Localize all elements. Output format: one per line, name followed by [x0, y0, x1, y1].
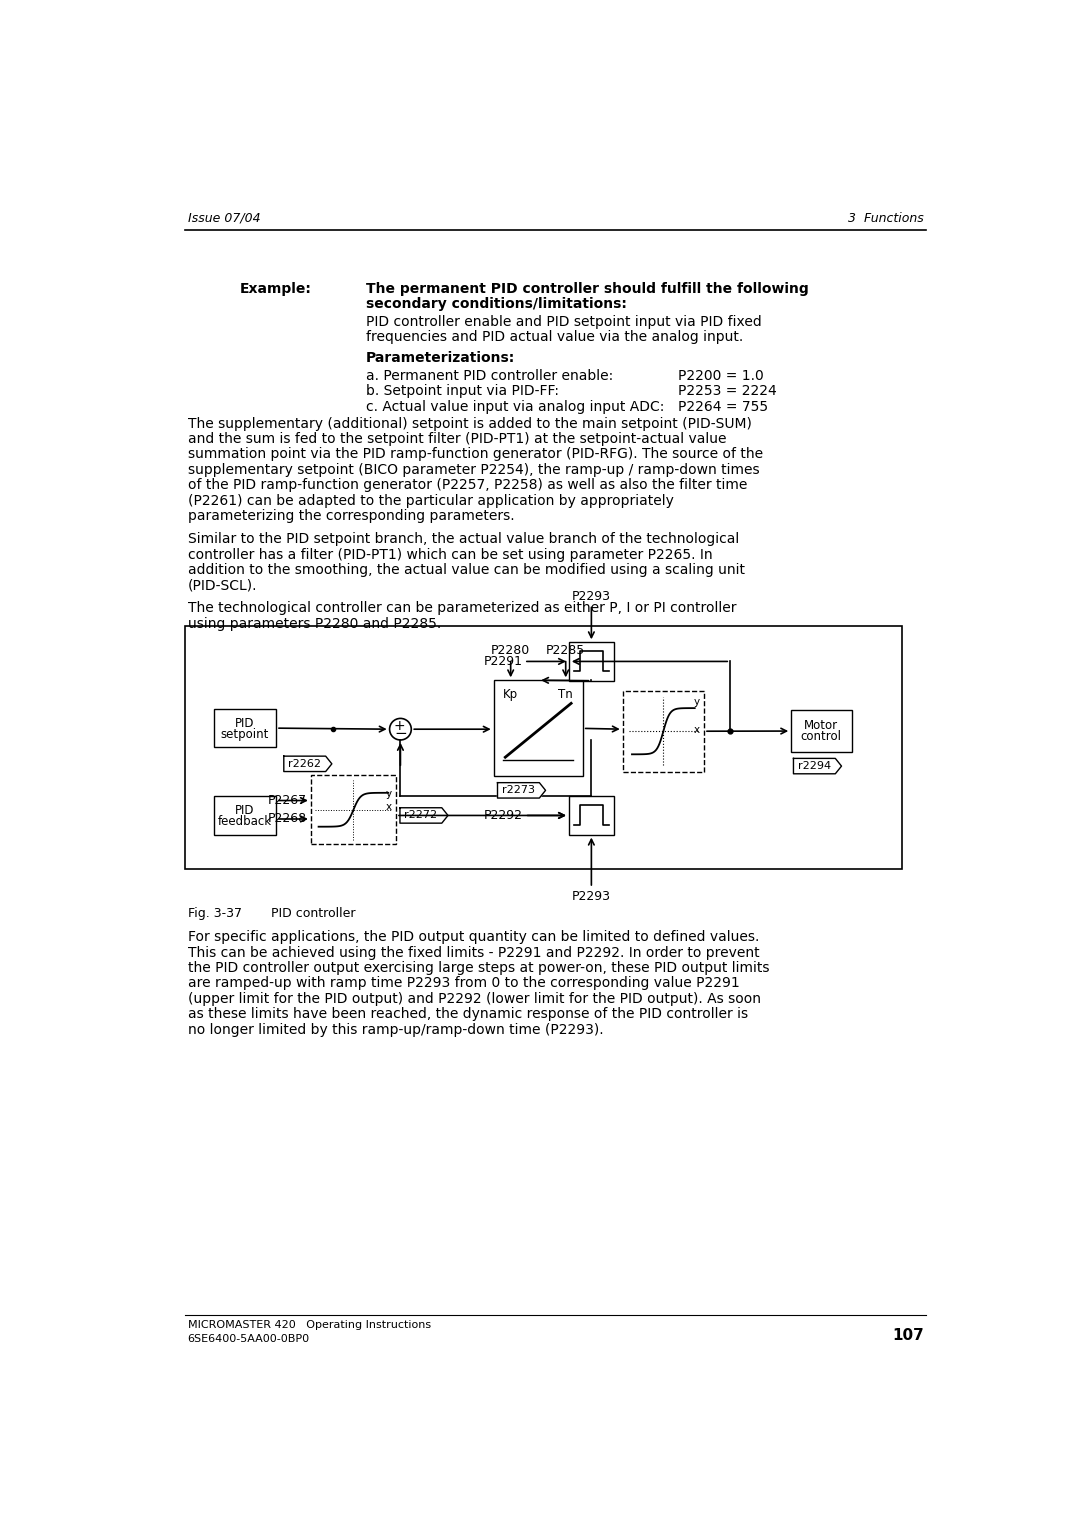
FancyBboxPatch shape [311, 775, 396, 845]
Polygon shape [400, 808, 448, 824]
Text: P2200 = 1.0: P2200 = 1.0 [677, 368, 764, 384]
Text: This can be achieved using the fixed limits - P2291 and P2292. In order to preve: This can be achieved using the fixed lim… [188, 946, 759, 960]
Text: (PID-SCL).: (PID-SCL). [188, 579, 257, 593]
Text: b. Setpoint input via PID-FF:: b. Setpoint input via PID-FF: [366, 385, 559, 399]
Text: (upper limit for the PID output) and P2292 (lower limit for the PID output). As : (upper limit for the PID output) and P22… [188, 992, 760, 1005]
Text: secondary conditions/limitations:: secondary conditions/limitations: [366, 298, 626, 312]
Text: (P2261) can be adapted to the particular application by appropriately: (P2261) can be adapted to the particular… [188, 494, 674, 507]
Text: addition to the smoothing, the actual value can be modified using a scaling unit: addition to the smoothing, the actual va… [188, 562, 745, 578]
Text: r2273: r2273 [502, 785, 535, 796]
FancyBboxPatch shape [569, 796, 613, 834]
Text: Parameterizations:: Parameterizations: [366, 351, 515, 365]
Text: PID controller enable and PID setpoint input via PID fixed: PID controller enable and PID setpoint i… [366, 315, 761, 329]
Text: feedback: feedback [218, 814, 272, 828]
Text: y: y [694, 697, 700, 707]
FancyBboxPatch shape [569, 642, 613, 680]
Text: no longer limited by this ramp-up/ramp-down time (P2293).: no longer limited by this ramp-up/ramp-d… [188, 1022, 604, 1036]
FancyBboxPatch shape [214, 796, 276, 834]
Text: are ramped-up with ramp time P2293 from 0 to the corresponding value P2291: are ramped-up with ramp time P2293 from … [188, 976, 740, 990]
Text: Similar to the PID setpoint branch, the actual value branch of the technological: Similar to the PID setpoint branch, the … [188, 532, 739, 545]
Polygon shape [498, 782, 545, 798]
Text: MICROMASTER 420   Operating Instructions: MICROMASTER 420 Operating Instructions [188, 1320, 431, 1329]
Text: +: + [393, 720, 405, 733]
FancyBboxPatch shape [494, 680, 583, 776]
Text: PID controller: PID controller [271, 908, 355, 920]
Text: PID: PID [235, 717, 255, 730]
Text: Issue 07/04: Issue 07/04 [188, 212, 260, 225]
Text: parameterizing the corresponding parameters.: parameterizing the corresponding paramet… [188, 509, 514, 523]
Text: P2268: P2268 [268, 813, 307, 825]
Text: P2285: P2285 [546, 645, 585, 657]
Text: P2293: P2293 [572, 590, 611, 604]
Text: Fig. 3-37: Fig. 3-37 [188, 908, 242, 920]
FancyBboxPatch shape [623, 691, 704, 772]
Text: PID: PID [235, 804, 255, 817]
Text: setpoint: setpoint [221, 727, 269, 741]
FancyBboxPatch shape [186, 626, 902, 868]
Text: P2253 = 2224: P2253 = 2224 [677, 385, 777, 399]
Text: The technological controller can be parameterized as either P, I or PI controlle: The technological controller can be para… [188, 602, 737, 616]
Text: y: y [386, 790, 392, 799]
Polygon shape [794, 758, 841, 773]
Text: of the PID ramp-function generator (P2257, P2258) as well as also the filter tim: of the PID ramp-function generator (P225… [188, 478, 747, 492]
Text: P2293: P2293 [572, 891, 611, 903]
Text: using parameters P2280 and P2285.: using parameters P2280 and P2285. [188, 617, 441, 631]
Text: r2262: r2262 [288, 759, 321, 769]
Text: x: x [386, 802, 392, 811]
Text: summation point via the PID ramp-function generator (PID-RFG). The source of the: summation point via the PID ramp-functio… [188, 448, 762, 461]
Text: P2267: P2267 [268, 795, 307, 807]
Text: c. Actual value input via analog input ADC:: c. Actual value input via analog input A… [366, 400, 664, 414]
Text: P2292: P2292 [484, 808, 523, 822]
Text: and the sum is fed to the setpoint filter (PID-PT1) at the setpoint-actual value: and the sum is fed to the setpoint filte… [188, 432, 726, 446]
Text: a. Permanent PID controller enable:: a. Permanent PID controller enable: [366, 368, 613, 384]
Text: r2294: r2294 [798, 761, 831, 772]
Text: frequencies and PID actual value via the analog input.: frequencies and PID actual value via the… [366, 330, 743, 344]
Text: supplementary setpoint (BICO parameter P2254), the ramp-up / ramp-down times: supplementary setpoint (BICO parameter P… [188, 463, 759, 477]
Text: 3  Functions: 3 Functions [848, 212, 924, 225]
Text: The permanent PID controller should fulfill the following: The permanent PID controller should fulf… [366, 283, 809, 296]
Text: 6SE6400-5AA00-0BP0: 6SE6400-5AA00-0BP0 [188, 1334, 310, 1343]
Text: For specific applications, the PID output quantity can be limited to defined val: For specific applications, the PID outpu… [188, 931, 759, 944]
Text: −: − [395, 726, 407, 741]
Text: Example:: Example: [240, 283, 311, 296]
Text: as these limits have been reached, the dynamic response of the PID controller is: as these limits have been reached, the d… [188, 1007, 747, 1021]
FancyBboxPatch shape [792, 711, 852, 752]
FancyBboxPatch shape [214, 709, 276, 747]
Text: control: control [801, 730, 841, 743]
Polygon shape [284, 756, 332, 772]
Text: Tn: Tn [558, 688, 573, 701]
Text: Kp: Kp [503, 688, 518, 701]
Text: the PID controller output exercising large steps at power-on, these PID output l: the PID controller output exercising lar… [188, 961, 769, 975]
Text: controller has a filter (PID-PT1) which can be set using parameter P2265. In: controller has a filter (PID-PT1) which … [188, 547, 713, 562]
Text: P2264 = 755: P2264 = 755 [677, 400, 768, 414]
Text: r2272: r2272 [404, 810, 437, 821]
Text: P2291: P2291 [484, 656, 523, 668]
Text: 107: 107 [892, 1328, 924, 1343]
Text: Motor: Motor [805, 720, 838, 732]
Text: P2280: P2280 [491, 645, 530, 657]
Text: The supplementary (additional) setpoint is added to the main setpoint (PID-SUM): The supplementary (additional) setpoint … [188, 417, 752, 431]
Text: x: x [694, 724, 700, 735]
